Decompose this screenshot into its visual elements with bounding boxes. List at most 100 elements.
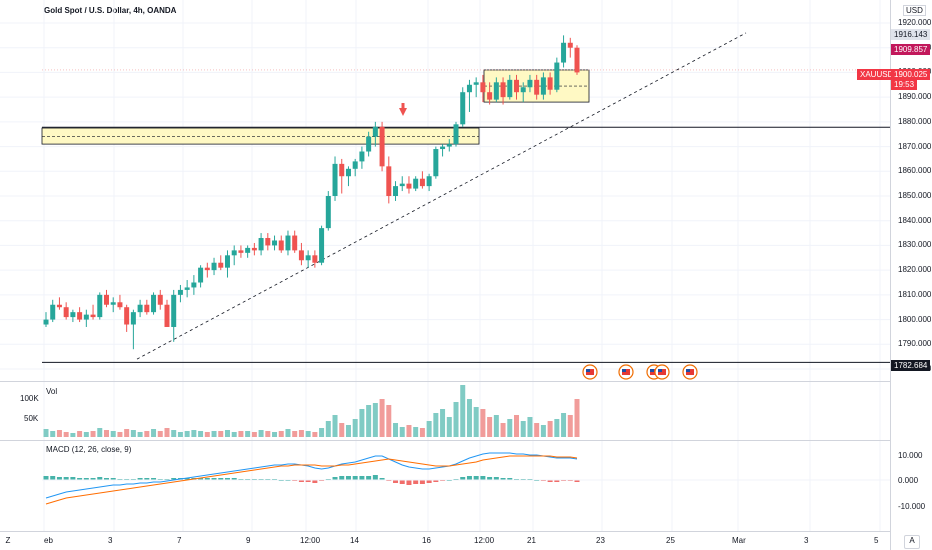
candle-body bbox=[393, 186, 399, 196]
candle-body bbox=[224, 255, 230, 268]
candle-body bbox=[332, 163, 338, 196]
time-axis-separator bbox=[0, 531, 932, 532]
volume-bar bbox=[473, 407, 479, 437]
volume-bar bbox=[500, 423, 506, 437]
volume-bar bbox=[204, 432, 210, 437]
volume-bar bbox=[399, 427, 405, 437]
price-tick: 1830.000 bbox=[898, 240, 932, 250]
volume-bar bbox=[164, 428, 170, 437]
price-chart[interactable] bbox=[0, 0, 890, 550]
volume-bar bbox=[184, 431, 190, 437]
volume-bar bbox=[43, 429, 49, 437]
currency-label[interactable]: USD bbox=[903, 5, 926, 16]
volume-bar bbox=[171, 430, 177, 437]
volume-bar bbox=[534, 423, 540, 437]
candle-body bbox=[117, 302, 123, 308]
candle-body bbox=[453, 124, 459, 145]
volume-bar bbox=[144, 431, 150, 437]
volume-bar bbox=[224, 430, 230, 437]
volume-bar bbox=[493, 415, 499, 437]
volume-bar bbox=[507, 419, 513, 437]
volume-bar bbox=[440, 409, 446, 437]
candle-body bbox=[305, 255, 311, 261]
candle-body bbox=[298, 250, 304, 261]
us-flag-icon-canton bbox=[586, 369, 590, 372]
volume-bar bbox=[413, 427, 419, 437]
candle-body bbox=[265, 238, 271, 246]
macd-histogram-bar bbox=[144, 478, 150, 480]
upper-line-price-tag: 1916.143 bbox=[891, 29, 931, 40]
volume-bar bbox=[83, 432, 89, 437]
candle-body bbox=[231, 250, 237, 256]
symbol-tag: XAUUSD bbox=[857, 69, 897, 80]
macd-histogram-bar bbox=[393, 480, 399, 483]
candle-body bbox=[56, 304, 62, 308]
volume-bar bbox=[393, 423, 399, 437]
signal-line bbox=[45, 455, 578, 505]
volume-bar bbox=[574, 399, 580, 437]
resistance-zone bbox=[41, 127, 480, 145]
candle-body bbox=[406, 183, 412, 189]
us-flag-icon-canton bbox=[650, 369, 654, 372]
macd-histogram-bar bbox=[574, 480, 580, 482]
zoom-button[interactable]: Z bbox=[5, 536, 11, 545]
macd-histogram-bar bbox=[372, 475, 378, 480]
time-label: 12:00 bbox=[474, 536, 495, 545]
volume-bar bbox=[386, 405, 392, 437]
candle-body bbox=[312, 255, 318, 263]
volume-pane-separator bbox=[0, 381, 890, 382]
candle-body bbox=[77, 312, 83, 320]
volume-bar bbox=[325, 421, 331, 437]
time-label: 3 bbox=[108, 536, 113, 545]
macd-histogram-bar bbox=[493, 477, 499, 480]
macd-histogram-bar bbox=[43, 476, 49, 480]
macd-histogram-bar bbox=[211, 478, 217, 480]
macd-histogram-bar bbox=[345, 476, 351, 480]
macd-histogram-bar bbox=[204, 478, 210, 480]
volume-bar bbox=[265, 431, 271, 437]
volume-bar bbox=[359, 409, 365, 437]
price-tick: 1790.000 bbox=[898, 339, 932, 349]
chart-title: Gold Spot / U.S. Dollar, 4h, OANDA bbox=[44, 6, 177, 15]
us-flag-icon-canton bbox=[622, 369, 626, 372]
macd-histogram-bar bbox=[500, 478, 506, 480]
volume-bar bbox=[433, 413, 439, 437]
volume-tick-50k: 50K bbox=[24, 414, 39, 423]
macd-pane-separator bbox=[0, 440, 890, 441]
time-label: 21 bbox=[527, 536, 536, 545]
candle-body bbox=[130, 312, 136, 325]
candle-body bbox=[574, 47, 580, 73]
candle-body bbox=[110, 302, 116, 305]
lower-line-price-tag: 1782.684 bbox=[891, 360, 931, 371]
candle-body bbox=[204, 267, 210, 271]
volume-bar bbox=[332, 415, 338, 437]
volume-bar bbox=[460, 385, 466, 437]
volume-bar bbox=[70, 433, 76, 437]
macd-histogram-bar bbox=[137, 478, 143, 480]
price-axis[interactable] bbox=[890, 0, 932, 550]
candle-body bbox=[339, 163, 345, 177]
volume-bar bbox=[419, 428, 425, 437]
volume-bar bbox=[480, 409, 486, 437]
volume-bar bbox=[130, 430, 136, 437]
volume-bar bbox=[366, 405, 372, 437]
candle-body bbox=[540, 77, 546, 95]
macd-histogram-bar bbox=[366, 476, 372, 480]
macd-tick-neg10: -10.000 bbox=[898, 502, 926, 511]
volume-bar bbox=[272, 432, 278, 437]
volume-bar bbox=[191, 430, 197, 437]
price-tick: 1870.000 bbox=[898, 141, 932, 151]
volume-bar bbox=[520, 421, 526, 437]
volume-bar bbox=[90, 431, 96, 437]
candle-body bbox=[500, 82, 506, 98]
macd-tick-10: 10.000 bbox=[898, 451, 923, 460]
candle-body bbox=[413, 178, 419, 189]
candle-body bbox=[137, 304, 143, 313]
auto-scale-button[interactable]: A bbox=[904, 535, 920, 549]
volume-bar bbox=[292, 431, 298, 437]
volume-bar bbox=[540, 425, 546, 437]
macd-histogram-bar bbox=[110, 478, 116, 480]
volume-bar bbox=[231, 432, 237, 437]
candle-body bbox=[218, 262, 224, 268]
macd-histogram-bar bbox=[433, 480, 439, 482]
